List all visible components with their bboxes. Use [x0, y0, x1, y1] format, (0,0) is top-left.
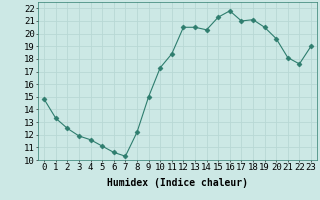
X-axis label: Humidex (Indice chaleur): Humidex (Indice chaleur): [107, 178, 248, 188]
